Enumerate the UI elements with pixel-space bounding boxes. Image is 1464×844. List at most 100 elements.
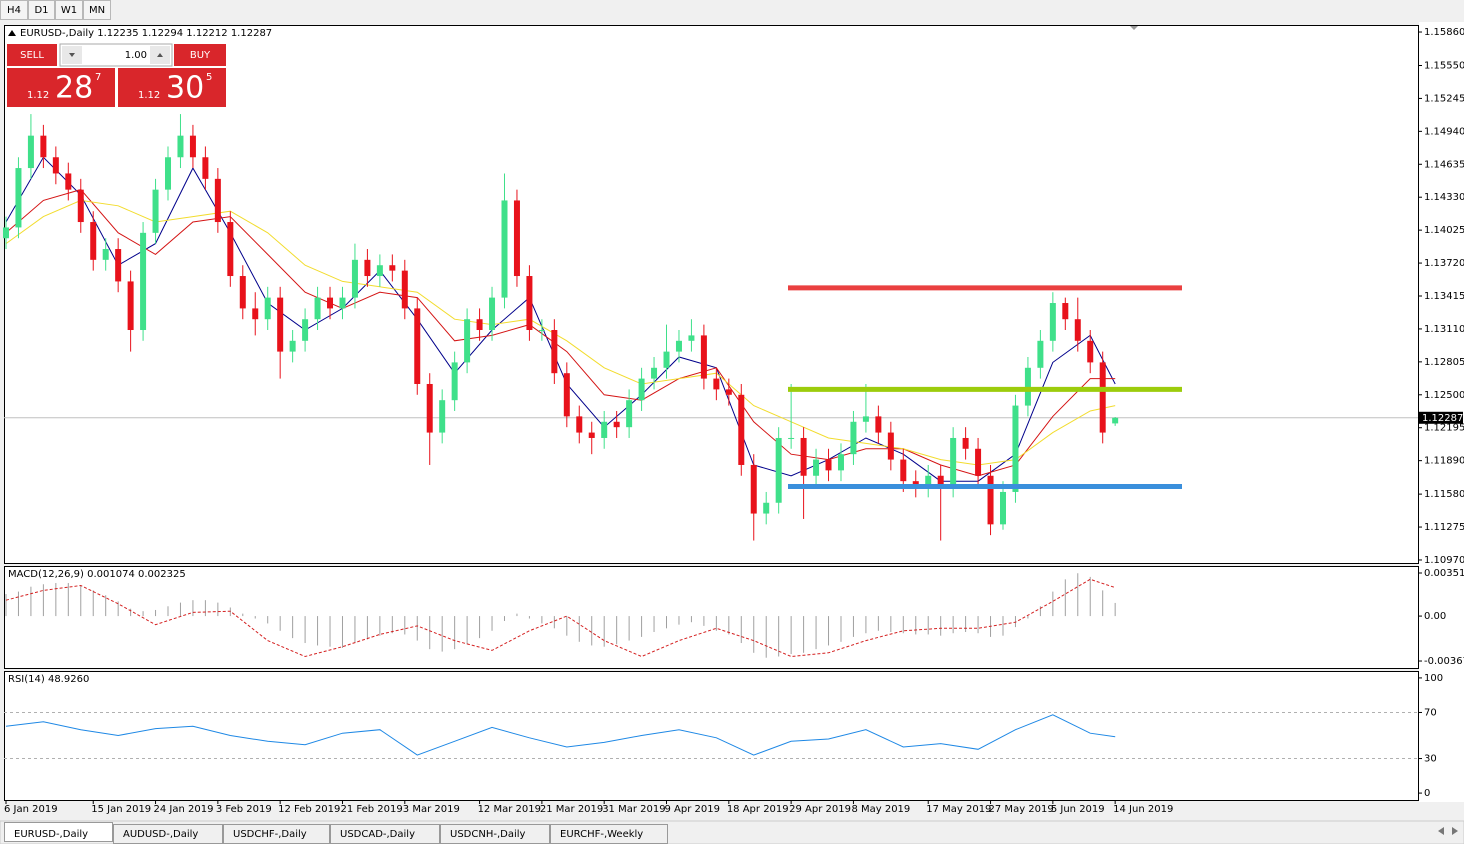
candle-body xyxy=(950,437,957,487)
candle-body xyxy=(887,432,894,460)
candle-body xyxy=(1024,367,1031,406)
candle-body xyxy=(189,135,196,158)
y-tick-label: 1.11275 xyxy=(1424,522,1464,533)
candle-body xyxy=(389,265,396,271)
y-tick-label: 0.003518 xyxy=(1424,568,1464,579)
y-tick-label: 1.11890 xyxy=(1424,456,1464,467)
y-tick-label: -0.00367 xyxy=(1424,656,1464,667)
lot-up-arrow xyxy=(157,53,163,57)
candle-body xyxy=(626,400,633,428)
candle-body xyxy=(538,330,545,332)
candle-body xyxy=(962,437,969,449)
x-tick-label: 8 May 2019 xyxy=(851,804,910,815)
x-tick-label: 9 Apr 2019 xyxy=(665,804,720,815)
symbol-tab-label: USDCHF-,Daily xyxy=(233,829,307,840)
y-tick-label: 1.12500 xyxy=(1424,390,1464,401)
timeframe-button[interactable] xyxy=(0,0,28,20)
candle-body xyxy=(177,135,184,158)
x-tick-label: 3 Feb 2019 xyxy=(216,804,272,815)
candle-body xyxy=(800,437,807,476)
candle-body xyxy=(551,330,558,374)
buy-label: BUY xyxy=(190,50,211,61)
candle-body xyxy=(214,178,221,223)
candle-body xyxy=(601,421,608,438)
timeframe-button[interactable] xyxy=(83,0,111,20)
candle-body xyxy=(302,319,309,341)
symbol-tab-label: AUDUSD-,Daily xyxy=(123,829,198,840)
tab-scroll-left[interactable] xyxy=(1438,827,1444,835)
indicator-title: RSI(14) 48.9260 xyxy=(8,674,89,685)
rsi-line xyxy=(5,714,1116,756)
x-tick-label: 6 Jan 2019 xyxy=(4,804,58,815)
tab-scroll-right[interactable] xyxy=(1452,827,1458,835)
candle-body xyxy=(1112,417,1119,424)
candle-body xyxy=(115,249,122,282)
candle-body xyxy=(339,297,346,309)
current-price-label: 1.12287 xyxy=(1422,413,1463,424)
candle-body xyxy=(688,335,695,341)
current-price-box xyxy=(1419,411,1463,424)
candle-body xyxy=(813,459,820,476)
candle-body xyxy=(314,297,321,320)
candle-body xyxy=(289,340,296,352)
candle-body xyxy=(239,276,246,309)
candle-body xyxy=(651,367,658,379)
symbol-tab[interactable] xyxy=(4,822,113,842)
timeframe-button[interactable] xyxy=(28,0,55,20)
candle-body xyxy=(725,389,732,395)
symbol-tab-label: EURCHF-,Weekly xyxy=(560,829,643,840)
candle-body xyxy=(376,265,383,277)
x-tick-label: 21 Mar 2019 xyxy=(540,804,603,815)
candle-body xyxy=(1037,340,1044,368)
timeframe-label: MN xyxy=(89,5,105,16)
candle-body xyxy=(850,421,857,455)
candle-body xyxy=(825,459,832,471)
candle-body xyxy=(264,297,271,320)
y-tick-label: 100 xyxy=(1424,673,1443,684)
candle-body xyxy=(1049,303,1056,341)
candle-body xyxy=(900,459,907,482)
bid-pips: 28 xyxy=(55,71,93,106)
candle-body xyxy=(750,464,757,514)
timeframe-label: H4 xyxy=(7,5,21,16)
candle-body xyxy=(426,383,433,433)
candle-body xyxy=(327,297,334,309)
ask-box[interactable] xyxy=(118,68,226,107)
y-tick-label: 1.14635 xyxy=(1424,159,1464,170)
candle-body xyxy=(15,168,22,228)
candle-body xyxy=(1062,303,1069,320)
buy-button[interactable] xyxy=(174,44,226,66)
y-tick-label: 1.11580 xyxy=(1424,489,1464,500)
candle-body xyxy=(2,227,9,239)
indicator-title: MACD(12,26,9) 0.001074 0.002325 xyxy=(8,569,186,580)
x-tick-label: 31 Mar 2019 xyxy=(602,804,665,815)
candle-body xyxy=(364,259,371,277)
candle-body xyxy=(912,481,919,487)
timeframe-label: W1 xyxy=(61,5,77,16)
y-tick-label: 1.14940 xyxy=(1424,126,1464,137)
x-tick-label: 15 Jan 2019 xyxy=(91,804,151,815)
candle-body xyxy=(775,437,782,503)
lot-box[interactable] xyxy=(59,43,173,67)
candle-body xyxy=(90,222,97,260)
y-tick-label: 1.14025 xyxy=(1424,225,1464,236)
bid-box[interactable] xyxy=(7,68,115,107)
candle-body xyxy=(576,416,583,433)
lot-value: 1.00 xyxy=(125,50,147,61)
y-tick-label: 1.13415 xyxy=(1424,291,1464,302)
y-tick-label: 70 xyxy=(1424,707,1437,718)
candle-body xyxy=(999,491,1006,525)
timeframe-button[interactable] xyxy=(55,0,83,20)
candle-body xyxy=(937,475,944,487)
timeframe-label: D1 xyxy=(34,5,48,16)
candle-body xyxy=(713,378,720,390)
candle-body xyxy=(77,189,84,223)
sell-button[interactable] xyxy=(7,44,57,66)
candle-body xyxy=(1087,340,1094,363)
x-tick-label: 18 Apr 2019 xyxy=(727,804,789,815)
x-tick-label: 17 May 2019 xyxy=(926,804,991,815)
x-tick-label: 29 Apr 2019 xyxy=(789,804,851,815)
bid-big: 1.12 xyxy=(27,90,49,101)
